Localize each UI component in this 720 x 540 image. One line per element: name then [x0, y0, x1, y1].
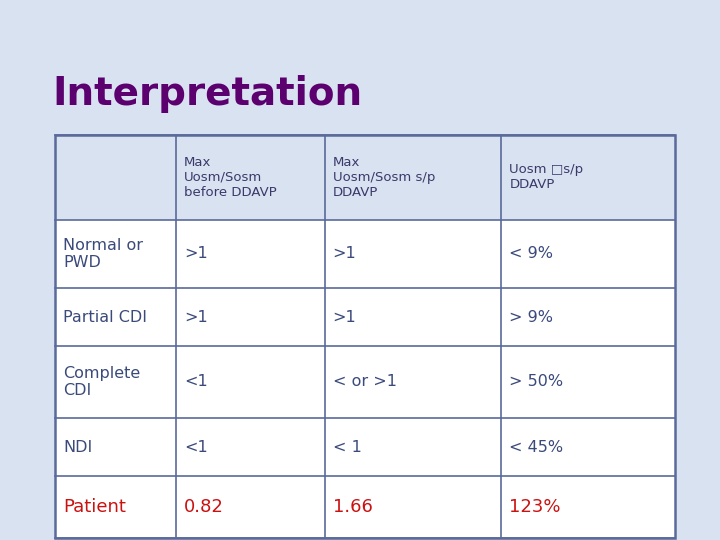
Text: < 1: < 1 [333, 440, 361, 455]
Text: 1.66: 1.66 [333, 498, 372, 516]
Text: Normal or
PWD: Normal or PWD [63, 238, 143, 270]
Text: NDI: NDI [63, 440, 92, 455]
Text: 0.82: 0.82 [184, 498, 224, 516]
Text: > 9%: > 9% [510, 309, 554, 325]
Text: Max
Uosm/Sosm
before DDAVP: Max Uosm/Sosm before DDAVP [184, 156, 276, 199]
Text: <1: <1 [184, 375, 207, 389]
Bar [55, 135, 675, 538]
Bar [55, 135, 675, 538]
Text: <1: <1 [184, 440, 207, 455]
Text: < 45%: < 45% [510, 440, 564, 455]
Text: < or >1: < or >1 [333, 375, 397, 389]
Text: Uosm □s/p
DDAVP: Uosm □s/p DDAVP [510, 164, 583, 192]
Text: Max
Uosm/Sosm s/p
DDAVP: Max Uosm/Sosm s/p DDAVP [333, 156, 435, 199]
Text: >1: >1 [184, 309, 207, 325]
Text: Patient: Patient [63, 498, 126, 516]
Text: >1: >1 [333, 246, 356, 261]
Text: Partial CDI: Partial CDI [63, 309, 147, 325]
Text: Interpretation: Interpretation [52, 75, 362, 113]
Text: > 50%: > 50% [510, 375, 564, 389]
Text: 123%: 123% [510, 498, 561, 516]
Text: < 9%: < 9% [510, 246, 554, 261]
Text: >1: >1 [184, 246, 207, 261]
Text: >1: >1 [333, 309, 356, 325]
Text: Complete
CDI: Complete CDI [63, 366, 140, 398]
Bar [55, 135, 675, 220]
